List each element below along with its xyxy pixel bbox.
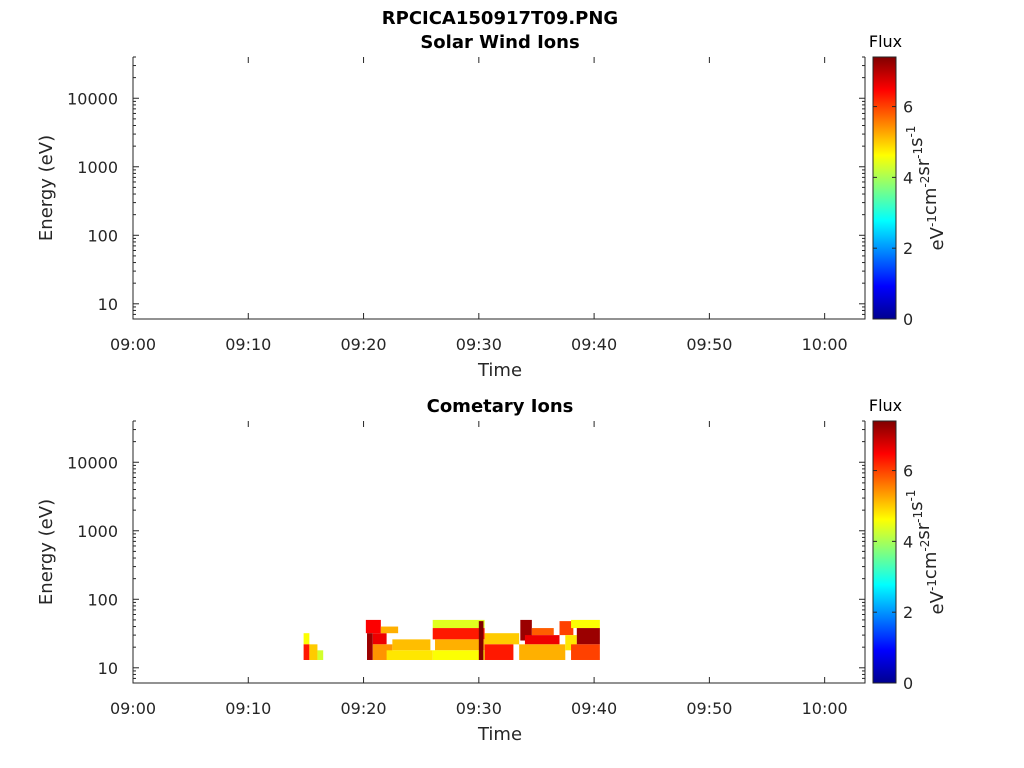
x-axis-label: Time — [477, 724, 522, 745]
heatmap-cell — [317, 650, 324, 660]
colorbar-unit-label: eV-1cm-2sr-1s-1 — [904, 126, 948, 251]
colorbar — [872, 56, 897, 320]
heatmap-cell — [303, 644, 310, 660]
heatmap-cell — [435, 639, 485, 651]
x-tick-label: 09:10 — [225, 699, 271, 718]
heatmap-cell — [367, 633, 373, 660]
x-tick-label: 09:50 — [686, 699, 732, 718]
y-tick-label: 1000 — [77, 158, 118, 177]
heatmap-cell — [559, 621, 574, 636]
heatmap-cell — [392, 639, 431, 651]
colorbar-unit-label: eV-1cm-2sr-1s-1 — [904, 490, 948, 615]
colorbar-tick-label: 0 — [903, 310, 913, 329]
unit-exponent: -1 — [904, 126, 918, 138]
axes-frame — [132, 57, 866, 320]
unit-exponent: -2 — [918, 540, 932, 552]
x-tick-label: 10:00 — [802, 335, 848, 354]
heatmap-cell — [372, 633, 387, 645]
heatmap-cell — [571, 619, 600, 629]
panel-title: Solar Wind Ions — [420, 32, 579, 53]
heatmap-cell — [365, 619, 381, 634]
unit-exponent: -1 — [911, 147, 925, 159]
heatmap-cell — [386, 650, 433, 660]
heatmap-cell — [432, 619, 485, 629]
colorbar-title: Flux — [869, 32, 902, 51]
unit-base: cm — [920, 552, 941, 579]
y-tick-label: 10 — [98, 295, 118, 314]
heatmap-cell — [380, 626, 399, 634]
heatmap-cell — [484, 633, 520, 645]
heatmap-cell — [520, 619, 532, 641]
heatmap-cell — [484, 644, 514, 660]
y-axis-label: Energy (eV) — [36, 499, 57, 605]
y-tick-label: 100 — [87, 590, 118, 609]
plot-area — [133, 57, 865, 319]
colorbar — [872, 420, 897, 684]
y-tick-label: 10000 — [67, 453, 118, 472]
y-tick-label: 10 — [98, 659, 118, 678]
x-tick-label: 09:00 — [110, 335, 156, 354]
colorbar-title: Flux — [869, 396, 902, 415]
x-tick-label: 09:20 — [340, 699, 386, 718]
heatmap-cell — [519, 644, 566, 660]
y-tick-label: 10000 — [67, 89, 118, 108]
unit-exponent: -1 — [925, 579, 939, 591]
y-tick-label: 1000 — [77, 522, 118, 541]
colorbar-tick-label: 6 — [903, 98, 913, 117]
heatmap-cell — [432, 628, 485, 640]
unit-base: eV — [927, 226, 948, 250]
figure-title: RPCICA150917T09.PNG — [382, 8, 618, 29]
heatmap-cell — [309, 644, 318, 660]
unit-base: sr — [913, 158, 934, 175]
unit-exponent: -1 — [911, 511, 925, 523]
x-axis-label: Time — [477, 360, 522, 381]
unit-base: s — [906, 502, 927, 511]
colorbar-tick-label: 4 — [903, 532, 913, 551]
heatmap-cell — [571, 644, 600, 660]
x-tick-label: 09:50 — [686, 335, 732, 354]
colorbar-tick-label: 2 — [903, 603, 913, 622]
panel-title: Cometary Ions — [427, 396, 574, 417]
axes-frame — [132, 421, 866, 684]
solar-wind-panel: Solar Wind Ions 09:00 09:10 09:20 09:30 09:40… — [36, 32, 948, 381]
x-tick-label: 09:00 — [110, 699, 156, 718]
x-tick-label: 09:20 — [340, 335, 386, 354]
y-axis-label: Energy (eV) — [36, 135, 57, 241]
colorbar-tick-label: 6 — [903, 462, 913, 481]
unit-base: s — [906, 138, 927, 147]
heatmap-cell — [303, 633, 310, 645]
heatmap-cell — [565, 635, 577, 651]
x-tick-label: 10:00 — [802, 699, 848, 718]
colorbar-tick-label: 2 — [903, 239, 913, 258]
unit-base: sr — [913, 522, 934, 539]
unit-exponent: -2 — [918, 176, 932, 188]
y-tick-label: 100 — [87, 226, 118, 245]
cometary-panel: Cometary Ions 09:00 09:10 09:20 09:30 09:40 09… — [36, 396, 948, 745]
colorbar-tick-label: 4 — [903, 168, 913, 187]
heatmap-cells — [303, 619, 600, 660]
colorbar-tick-label: 0 — [903, 674, 913, 693]
x-tick-label: 09:30 — [456, 335, 502, 354]
unit-exponent: -1 — [904, 490, 918, 502]
x-tick-label: 09:10 — [225, 335, 271, 354]
heatmap-cell — [524, 635, 560, 645]
heatmap-cell — [531, 628, 554, 636]
x-tick-label: 09:40 — [571, 699, 617, 718]
heatmap-cell — [432, 650, 485, 660]
unit-base: eV — [927, 590, 948, 614]
x-tick-label: 09:40 — [571, 335, 617, 354]
unit-base: cm — [920, 188, 941, 215]
unit-exponent: -1 — [925, 215, 939, 227]
heatmap-cell — [576, 628, 600, 645]
heatmap-cell — [478, 621, 484, 660]
x-tick-label: 09:30 — [456, 699, 502, 718]
